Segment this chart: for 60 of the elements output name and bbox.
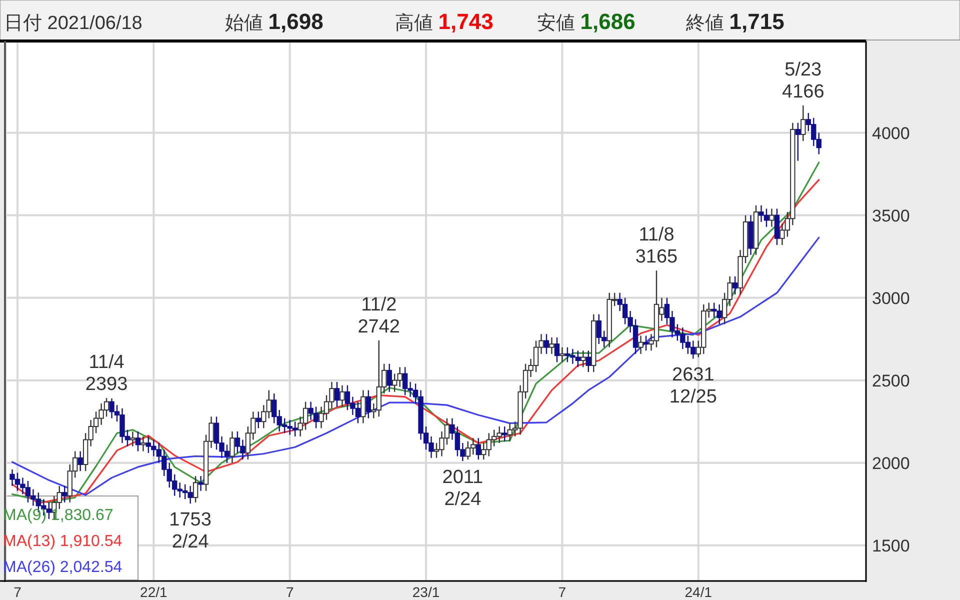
x-tick-label: 7 — [286, 584, 294, 600]
candlestick — [580, 350, 586, 368]
annotation: 1753 — [169, 510, 212, 531]
candlestick — [769, 208, 774, 228]
annotation: 2/24 — [172, 532, 210, 553]
text: 終値 1,715 — [685, 9, 784, 34]
annotation: 2/24 — [444, 489, 482, 510]
annotation: 2011 — [442, 467, 484, 488]
candlestick — [386, 363, 392, 392]
text: 高値 1,743 — [395, 9, 494, 34]
candlestick — [135, 430, 141, 452]
candlestick — [795, 122, 801, 162]
annotation: 2393 — [85, 374, 128, 395]
annotation: 4166 — [782, 81, 824, 102]
annotation: 5/23 — [784, 59, 822, 80]
annotation: 12/25 — [669, 386, 717, 408]
candlestick — [130, 430, 136, 447]
candlestick — [140, 436, 146, 452]
candlestick — [643, 335, 649, 352]
candlestick — [586, 350, 591, 373]
annotation: 11/4 — [88, 352, 125, 373]
annotation: 3165 — [635, 246, 678, 268]
candlestick — [732, 276, 738, 296]
candlestick — [549, 336, 554, 355]
x-tick-label: 7 — [558, 584, 566, 600]
candlestick — [230, 430, 235, 464]
candlestick — [476, 437, 481, 460]
candlestick — [334, 381, 340, 408]
candlestick — [554, 336, 560, 363]
annotation: 11/2 — [361, 294, 397, 316]
candlestick — [800, 104, 806, 142]
candlestick — [366, 390, 372, 419]
x-tick-label: 24/1 — [684, 584, 712, 600]
text: 安値 1,686 — [537, 9, 636, 34]
x-tick-label: 22/1 — [140, 584, 168, 600]
y-tick-label: 3500 — [872, 206, 910, 226]
x-tick-label: 7 — [14, 584, 22, 600]
candlestick — [340, 384, 345, 408]
candlestick — [198, 475, 204, 492]
candlestick — [774, 208, 780, 246]
candlestick — [638, 335, 644, 355]
y-tick-label: 3000 — [872, 288, 910, 308]
x-tick-label: 23/1 — [412, 584, 440, 600]
candlestick — [78, 450, 83, 472]
y-tick-label: 1500 — [872, 536, 910, 556]
annotation: 2742 — [358, 316, 400, 338]
candlestick — [560, 346, 565, 363]
candlestick — [256, 411, 262, 429]
y-tick-label: 4000 — [872, 124, 910, 143]
annotation: 11/8 — [638, 224, 674, 246]
annotation: 2631 — [672, 364, 714, 386]
candlestick — [360, 390, 366, 424]
text: 始値 1,698 — [225, 9, 324, 34]
y-tick-label: 2000 — [872, 454, 910, 473]
candlestick — [62, 485, 68, 504]
candlestick — [544, 334, 550, 355]
text: 日付 2021/06/18 — [4, 13, 142, 34]
candlestick — [192, 475, 198, 504]
y-tick-label: 2500 — [872, 371, 910, 390]
candlestick — [502, 426, 508, 442]
